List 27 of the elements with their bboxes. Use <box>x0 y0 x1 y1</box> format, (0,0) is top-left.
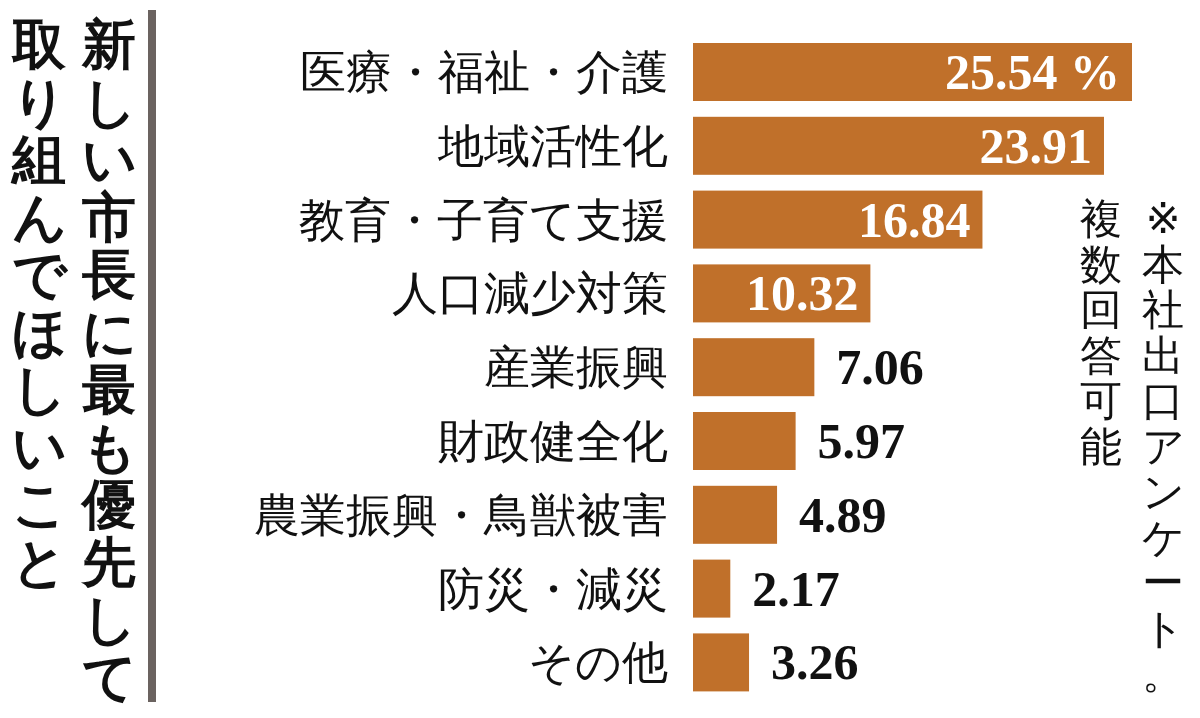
bar <box>693 116 1104 175</box>
y-tick-label: 財政健全化 <box>438 414 668 468</box>
data-label: 7.06 <box>836 339 924 396</box>
bar <box>693 338 815 397</box>
y-tick-label: その他 <box>528 635 668 690</box>
y-tick-label: 防災・減災 <box>438 561 668 616</box>
data-label: 5.97 <box>817 413 906 469</box>
data-label: 10.32 <box>745 265 859 322</box>
bar <box>693 485 778 544</box>
data-label: 2.17 <box>752 560 840 617</box>
title: 新しい市長に最も優先して取り組んでほしいこと <box>9 16 138 706</box>
bar <box>693 43 1132 101</box>
data-label: 16.84 <box>857 191 971 248</box>
data-label: 23.91 <box>979 117 1092 174</box>
bar <box>693 633 750 692</box>
y-tick-label: 教育・子育て支援 <box>299 192 668 247</box>
data-label: 25.54 % <box>945 44 1120 100</box>
y-tick-label: 地域活性化 <box>437 118 668 173</box>
y-tick-label: 人口減少対策 <box>392 266 668 321</box>
bar <box>693 559 731 618</box>
y-tick-label: 医療・福祉・介護 <box>300 45 668 99</box>
data-label: 4.89 <box>799 486 887 543</box>
y-tick-label: 産業振興 <box>484 340 668 395</box>
annotation: ※本社出口アンケート。複数回答可能 <box>1079 196 1186 697</box>
y-tick-label: 農業振興・鳥獣被害 <box>254 487 668 542</box>
bar <box>693 412 796 470</box>
data-label: 3.26 <box>771 634 859 691</box>
